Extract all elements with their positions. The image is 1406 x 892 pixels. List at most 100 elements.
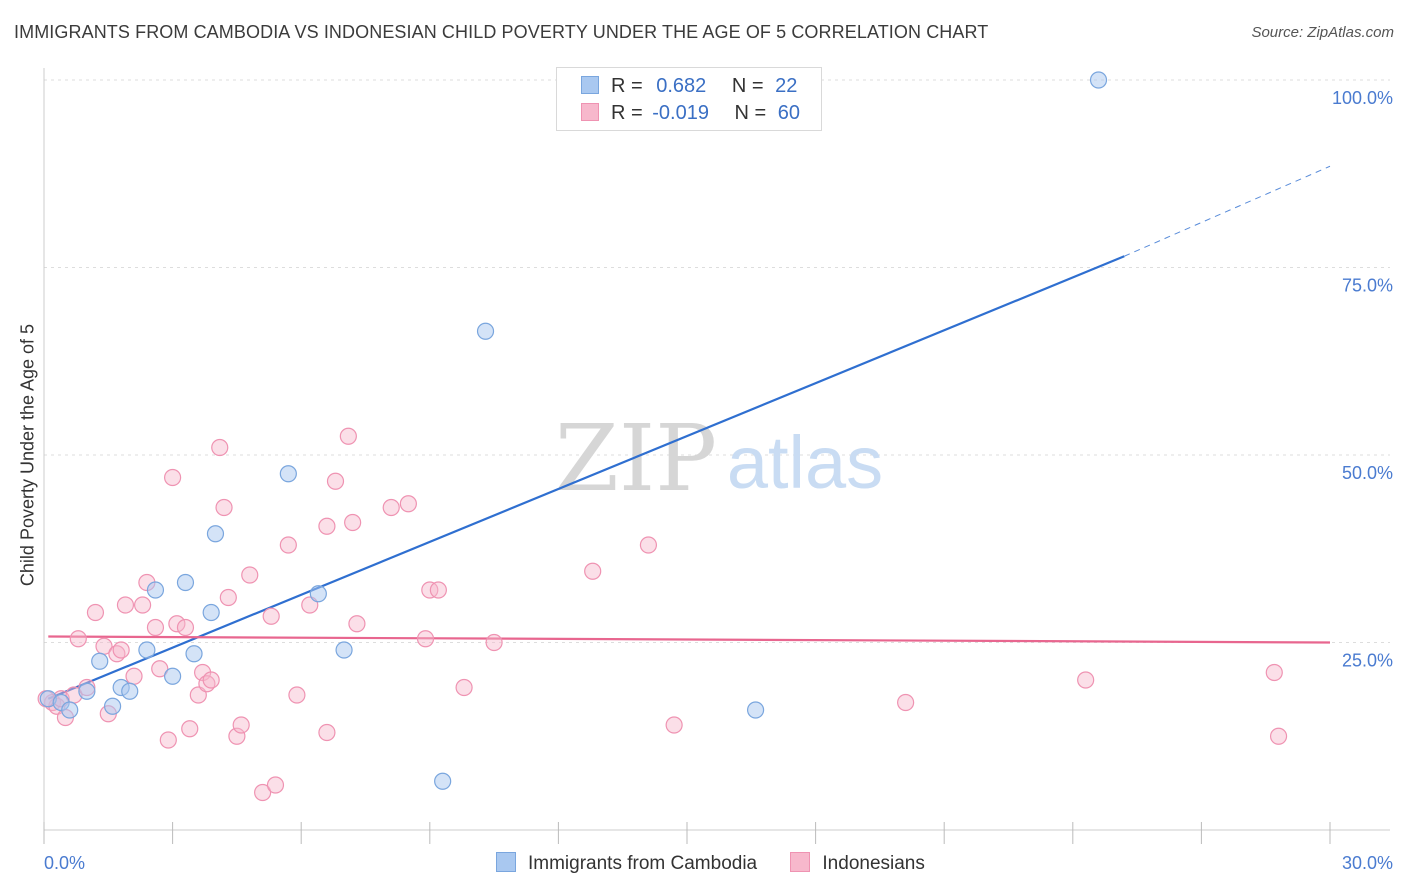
y-tick-label: 100.0% (1332, 88, 1393, 108)
cambodia-trend-line (47, 255, 1125, 700)
indonesian-point (288, 686, 306, 704)
indonesian-point (133, 596, 152, 614)
cambodia-point (309, 585, 327, 603)
n-label: N = (731, 75, 764, 97)
indonesian-point (211, 438, 229, 457)
indonesian-point (159, 731, 177, 749)
indonesian-swatch (790, 852, 811, 872)
indonesian-point (279, 536, 297, 554)
x-tick-label: 0.0% (44, 853, 85, 873)
n-value: 22 (775, 75, 798, 97)
indonesian-point (262, 607, 280, 625)
indonesian-trend-line (48, 635, 1331, 644)
indonesian-point (665, 716, 683, 734)
y-tick-label: 25.0% (1342, 651, 1393, 671)
cambodia-trend-extension (1124, 165, 1331, 257)
cambodia-point (185, 645, 203, 663)
cambodia-point (164, 667, 182, 685)
indonesian-point (219, 588, 237, 607)
indonesian-point (318, 517, 336, 535)
indonesian-point (241, 566, 259, 584)
trend-lines (47, 165, 1331, 700)
r-label: R = (611, 102, 643, 124)
indonesian-point (215, 498, 233, 517)
gridlines (44, 79, 1390, 643)
indonesian-point (181, 720, 199, 738)
indonesian-point (382, 498, 400, 517)
indonesian-point (176, 618, 195, 637)
chart-title: IMMIGRANTS FROM CAMBODIA VS INDONESIAN C… (14, 22, 989, 42)
cambodia-swatch (496, 852, 516, 872)
indonesian-point (416, 630, 435, 648)
r-value: -0.019 (652, 102, 709, 124)
indonesian-point (254, 783, 272, 802)
stats-legend: R = 0.682 N = 22 R = -0.019 N = 60 (556, 67, 822, 131)
indonesian-point (897, 693, 915, 712)
indonesian-point (86, 603, 105, 622)
indonesian-point (112, 641, 130, 659)
indonesian-point (151, 660, 169, 678)
legend-item-indonesians: Indonesians (790, 852, 925, 875)
watermark-atlas: atlas (727, 421, 883, 504)
indonesian-point (266, 776, 285, 794)
cambodia-point (91, 652, 109, 670)
indonesian-point (1269, 727, 1288, 745)
cambodia-point (202, 603, 220, 622)
r-value: 0.682 (656, 75, 707, 97)
y-tick-label: 75.0% (1342, 276, 1393, 296)
indonesian-point (399, 495, 417, 513)
indonesian-point (168, 615, 186, 633)
indonesian-point (485, 633, 503, 652)
cambodia-point (138, 641, 156, 659)
cambodia-point (146, 581, 165, 599)
indonesian-point (584, 562, 602, 580)
indonesian-point (1077, 671, 1095, 689)
cambodia-point (121, 682, 139, 700)
indonesian-point (455, 678, 473, 697)
cambodia-point (746, 701, 765, 719)
indonesian-point (146, 618, 165, 637)
indonesian-point (164, 468, 182, 487)
indonesian-point (116, 596, 135, 614)
data-points (37, 71, 1288, 802)
indonesian-point (326, 472, 345, 490)
cambodia-point (279, 465, 297, 483)
axes (43, 68, 1390, 844)
watermark-zip: ZIP (555, 405, 717, 512)
cambodia-point (434, 772, 452, 790)
legend-row-cambodia: R = 0.682 N = 22 (581, 75, 797, 99)
cambodia-swatch (581, 76, 599, 94)
r-label: R = (611, 75, 643, 97)
legend-label: Indonesians (822, 853, 925, 874)
indonesian-point (232, 716, 250, 734)
cambodia-point (335, 641, 353, 659)
n-value: 60 (777, 102, 801, 124)
indonesian-point (429, 581, 447, 599)
legend-label: Immigrants from Cambodia (528, 853, 758, 874)
indonesian-point (318, 723, 336, 742)
y-tick-label: 50.0% (1342, 463, 1393, 483)
cambodia-point (78, 682, 96, 700)
indonesian-point (1265, 663, 1283, 682)
indonesian-point (202, 671, 220, 689)
series-legend: Immigrants from Cambodia Indonesians (496, 852, 953, 875)
cambodia-point (176, 573, 195, 592)
cambodia-point (61, 701, 79, 719)
n-label: N = (734, 102, 767, 124)
indonesian-point (348, 615, 366, 633)
source-credit: Source: ZipAtlas.com (1251, 24, 1394, 41)
watermark: ZIP atlas (555, 405, 883, 512)
tick-labels: 25.0% 50.0% 75.0% 100.0% 0.0% 30.0% (44, 88, 1393, 873)
y-axis-label: Child Poverty Under the Age of 5 (17, 323, 38, 587)
indonesian-point (125, 667, 143, 685)
cambodia-point (1089, 71, 1108, 89)
legend-row-indonesians: R = -0.019 N = 60 (581, 102, 800, 126)
indonesian-point (344, 513, 362, 532)
cambodia-point (206, 525, 225, 543)
indonesian-point (228, 727, 246, 745)
cambodia-point (476, 322, 495, 340)
cambodia-point (103, 697, 122, 715)
indonesian-point (69, 630, 87, 648)
legend-item-cambodia: Immigrants from Cambodia (496, 852, 757, 875)
